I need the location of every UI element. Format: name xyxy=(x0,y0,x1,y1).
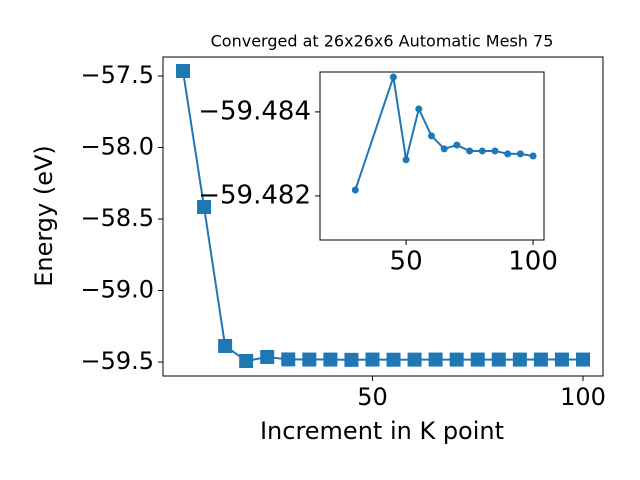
marker xyxy=(470,352,485,367)
marker xyxy=(415,105,423,113)
marker xyxy=(440,145,448,153)
marker xyxy=(478,147,486,155)
marker xyxy=(491,352,506,367)
y-tick-label: −59.482 xyxy=(198,180,311,210)
x-tick-label: 100 xyxy=(560,383,606,411)
marker xyxy=(407,352,422,367)
marker xyxy=(239,353,254,368)
marker xyxy=(365,352,380,367)
y-tick-label: −59.484 xyxy=(198,96,311,126)
x-tick-label: 50 xyxy=(357,383,388,411)
y-axis-label: Energy (eV) xyxy=(30,145,58,287)
marker xyxy=(302,352,317,367)
x-axis-label: Increment in K point xyxy=(260,417,504,445)
marker xyxy=(428,352,443,367)
series xyxy=(176,64,590,368)
y-tick-label: −58.0 xyxy=(80,133,154,161)
marker xyxy=(491,147,499,155)
marker xyxy=(176,64,190,79)
marker xyxy=(402,156,410,164)
marker xyxy=(529,152,537,160)
marker xyxy=(427,132,435,140)
y-tick-label: −59.5 xyxy=(80,347,154,375)
marker xyxy=(351,186,359,194)
marker xyxy=(466,147,474,155)
x-tick-label: 50 xyxy=(390,247,423,277)
marker xyxy=(344,352,359,367)
marker xyxy=(554,352,569,367)
marker xyxy=(449,352,464,367)
y-tick-label: −59.0 xyxy=(80,275,154,303)
marker xyxy=(323,352,338,367)
marker xyxy=(386,352,401,367)
chart-title: Converged at 26x26x6 Automatic Mesh 75 xyxy=(211,32,554,51)
marker xyxy=(533,352,548,367)
marker xyxy=(504,150,512,158)
marker xyxy=(218,338,233,353)
marker xyxy=(260,349,275,364)
y-tick-label: −58.5 xyxy=(80,204,154,232)
x-tick-label: 100 xyxy=(508,247,558,277)
marker xyxy=(389,73,397,81)
y-tick-label: −57.5 xyxy=(80,61,154,89)
marker xyxy=(197,199,212,214)
marker xyxy=(576,352,590,367)
marker xyxy=(512,352,527,367)
marker xyxy=(516,150,524,158)
marker xyxy=(281,352,296,367)
marker xyxy=(453,141,461,149)
series xyxy=(351,73,537,194)
